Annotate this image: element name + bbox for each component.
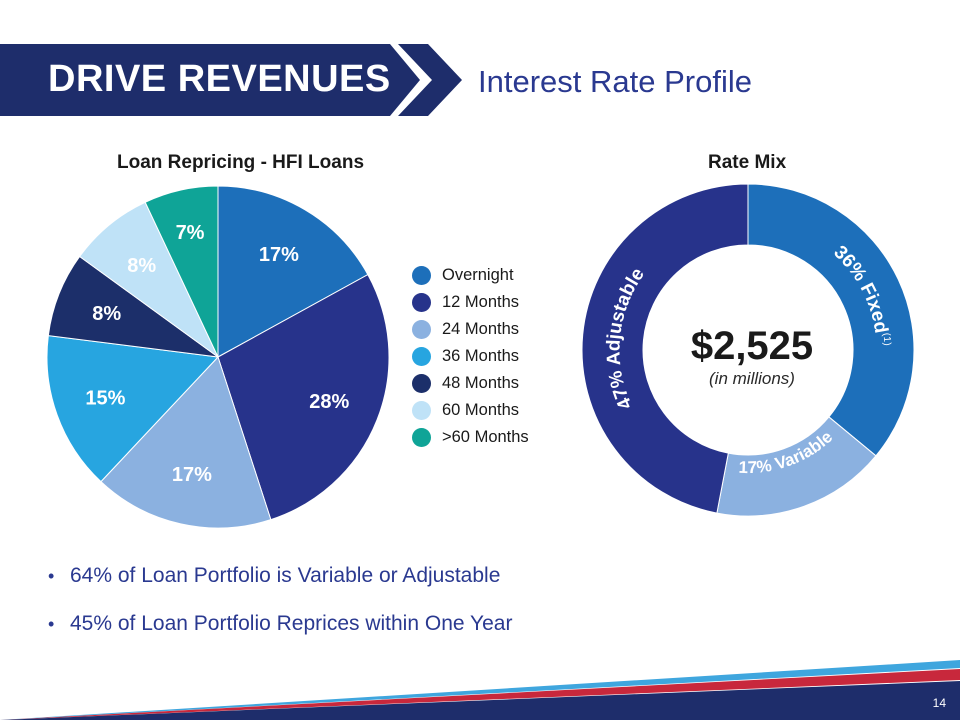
legend-label: 60 Months	[442, 401, 520, 419]
legend-label: 48 Months	[442, 374, 520, 392]
legend-item-12-months: 12 Months	[412, 289, 529, 316]
banner-title: DRIVE REVENUES	[48, 58, 391, 100]
donut-center-total: $2,525 (in millions)	[632, 322, 872, 388]
banner-chevron	[398, 44, 462, 116]
pie-data-label: 15%	[85, 388, 125, 410]
legend-item-overnight: Overnight	[412, 262, 529, 289]
pie-data-label: 7%	[176, 222, 205, 244]
legend-item-36-months: 36 Months	[412, 343, 529, 370]
stripe-red	[0, 669, 960, 720]
legend-swatch	[412, 401, 431, 420]
pie-data-label: 8%	[127, 255, 156, 277]
legend-label: Overnight	[442, 266, 514, 284]
legend-item-48-months: 48 Months	[412, 370, 529, 397]
legend-item-24-months: 24 Months	[412, 316, 529, 343]
legend-swatch	[412, 293, 431, 312]
bullet-text: 64% of Loan Portfolio is Variable or Adj…	[70, 564, 501, 587]
pie-slice-12-months	[217, 273, 390, 521]
donut-chart-title: Rate Mix	[708, 152, 787, 173]
header-banner	[0, 44, 462, 116]
legend-swatch	[412, 428, 431, 447]
pie-data-label: 17%	[259, 244, 299, 266]
loan-repricing-pie-chart: 17% 28% 17% 15% 8% 8% 7%	[46, 185, 390, 529]
total-unit: (in millions)	[709, 369, 795, 388]
legend-item-60-months: >60 Months	[412, 424, 529, 451]
donut-segment-fixed	[747, 183, 915, 457]
legend-label: 36 Months	[442, 347, 520, 365]
page-number: 14	[932, 696, 946, 710]
bullet-item: • 45% of Loan Portfolio Reprices within …	[48, 600, 512, 648]
banner-bar	[0, 44, 420, 116]
footer-stripes	[0, 660, 960, 720]
key-points-list: • 64% of Loan Portfolio is Variable or A…	[48, 552, 512, 648]
footnote-mark: (1)	[880, 332, 892, 346]
bullet-mark: •	[48, 565, 55, 586]
pie-data-label: 17%	[172, 464, 212, 486]
total-value: $2,525	[690, 324, 814, 368]
bullet-text: 45% of Loan Portfolio Reprices within On…	[70, 612, 513, 635]
pie-slice-24-months	[100, 356, 272, 529]
legend-swatch	[412, 266, 431, 285]
pie-slice-36-months	[46, 335, 220, 483]
stripe-light-blue	[0, 660, 960, 720]
legend-swatch	[412, 374, 431, 393]
pie-slice-60-months	[144, 185, 219, 358]
bullet-mark: •	[48, 613, 55, 634]
bullet-item: • 64% of Loan Portfolio is Variable or A…	[48, 552, 512, 600]
stripe-dark-blue	[0, 681, 960, 720]
pie-legend: Overnight 12 Months 24 Months 36 Months 48 M…	[412, 262, 529, 451]
pie-data-label: 8%	[92, 303, 121, 325]
legend-swatch	[412, 347, 431, 366]
pie-chart-title: Loan Repricing - HFI Loans	[117, 152, 365, 173]
donut-segment-adjustable	[581, 183, 749, 514]
page-subtitle: Interest Rate Profile	[478, 64, 752, 99]
legend-item-60-months: 60 Months	[412, 397, 529, 424]
pie-slice-overnight	[217, 185, 369, 358]
legend-label: 12 Months	[442, 293, 520, 311]
legend-label: >60 Months	[442, 428, 529, 446]
legend-label: 24 Months	[442, 320, 520, 338]
legend-swatch	[412, 320, 431, 339]
pie-data-label: 28%	[309, 391, 349, 413]
